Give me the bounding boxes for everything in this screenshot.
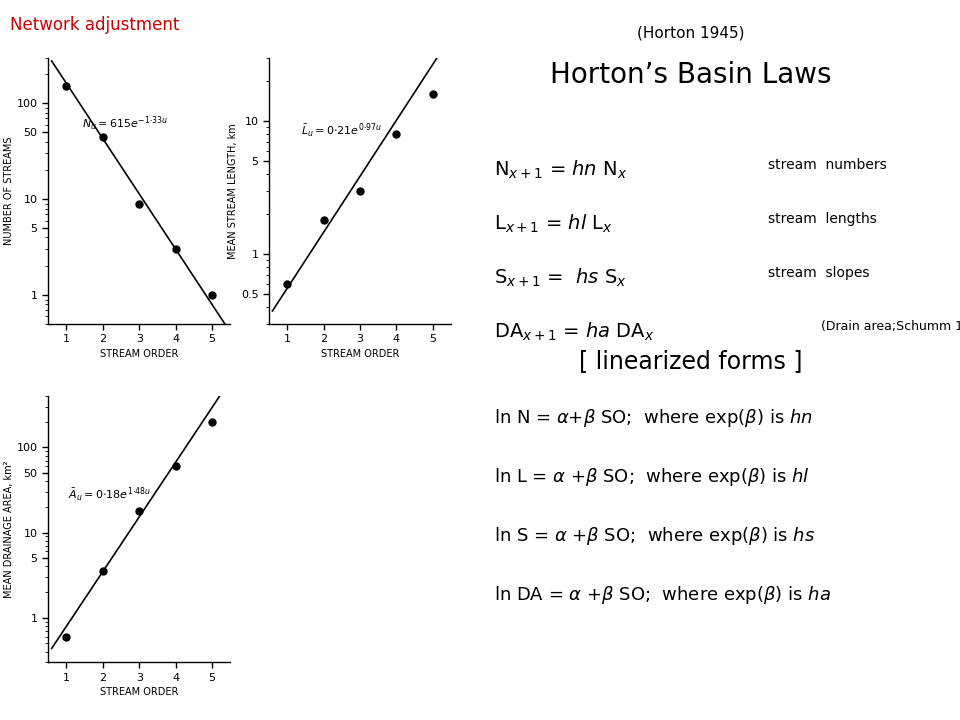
- Text: N$_{x+1}$ = $\mathit{hn}$ N$_x$: N$_{x+1}$ = $\mathit{hn}$ N$_x$: [494, 158, 628, 181]
- Text: Network adjustment: Network adjustment: [10, 16, 179, 34]
- Y-axis label: MEAN DRAINAGE AREA, km²: MEAN DRAINAGE AREA, km²: [4, 461, 13, 598]
- Y-axis label: NUMBER OF STREAMS: NUMBER OF STREAMS: [4, 137, 13, 245]
- Text: $\bar{L}_u = 0{\cdot}21e^{0{\cdot}97u}$: $\bar{L}_u = 0{\cdot}21e^{0{\cdot}97u}$: [301, 121, 382, 139]
- Text: $N_u = 615e^{-1{\cdot}33u}$: $N_u = 615e^{-1{\cdot}33u}$: [82, 115, 168, 133]
- X-axis label: STREAM ORDER: STREAM ORDER: [100, 687, 179, 697]
- Text: L$_{x+1}$ = $\mathit{hl}$ L$_x$: L$_{x+1}$ = $\mathit{hl}$ L$_x$: [494, 212, 613, 235]
- Text: (Drain area;Schumm 1956): (Drain area;Schumm 1956): [821, 320, 960, 333]
- Text: S$_{x+1}$ =  $\mathit{hs}$ S$_x$: S$_{x+1}$ = $\mathit{hs}$ S$_x$: [494, 266, 628, 289]
- Text: stream  slopes: stream slopes: [768, 266, 870, 280]
- Text: [ linearized forms ]: [ linearized forms ]: [580, 349, 803, 373]
- Text: DA$_{x+1}$ = $\mathit{ha}$ DA$_x$: DA$_{x+1}$ = $\mathit{ha}$ DA$_x$: [494, 320, 655, 343]
- Text: ln S = $\alpha$ +$\beta$ SO;  where exp($\beta$) is $\mathit{hs}$: ln S = $\alpha$ +$\beta$ SO; where exp($…: [494, 525, 816, 547]
- Text: $\bar{A}_u = 0{\cdot}18e^{1{\cdot}48u}$: $\bar{A}_u = 0{\cdot}18e^{1{\cdot}48u}$: [68, 485, 152, 503]
- Text: stream  numbers: stream numbers: [768, 158, 887, 172]
- Text: ln N = $\alpha$+$\beta$ SO;  where exp($\beta$) is $\mathit{hn}$: ln N = $\alpha$+$\beta$ SO; where exp($\…: [494, 407, 813, 429]
- Text: Horton’s Basin Laws: Horton’s Basin Laws: [550, 61, 832, 89]
- Text: stream  lengths: stream lengths: [768, 212, 876, 226]
- X-axis label: STREAM ORDER: STREAM ORDER: [100, 348, 179, 359]
- Y-axis label: MEAN STREAM LENGTH, km: MEAN STREAM LENGTH, km: [228, 123, 238, 258]
- X-axis label: STREAM ORDER: STREAM ORDER: [321, 348, 399, 359]
- Text: ln L = $\alpha$ +$\beta$ SO;  where exp($\beta$) is $\mathit{hl}$: ln L = $\alpha$ +$\beta$ SO; where exp($…: [494, 466, 810, 488]
- Text: (Horton 1945): (Horton 1945): [637, 25, 745, 40]
- Text: ln DA = $\alpha$ +$\beta$ SO;  where exp($\beta$) is $\mathit{ha}$: ln DA = $\alpha$ +$\beta$ SO; where exp(…: [494, 584, 831, 606]
